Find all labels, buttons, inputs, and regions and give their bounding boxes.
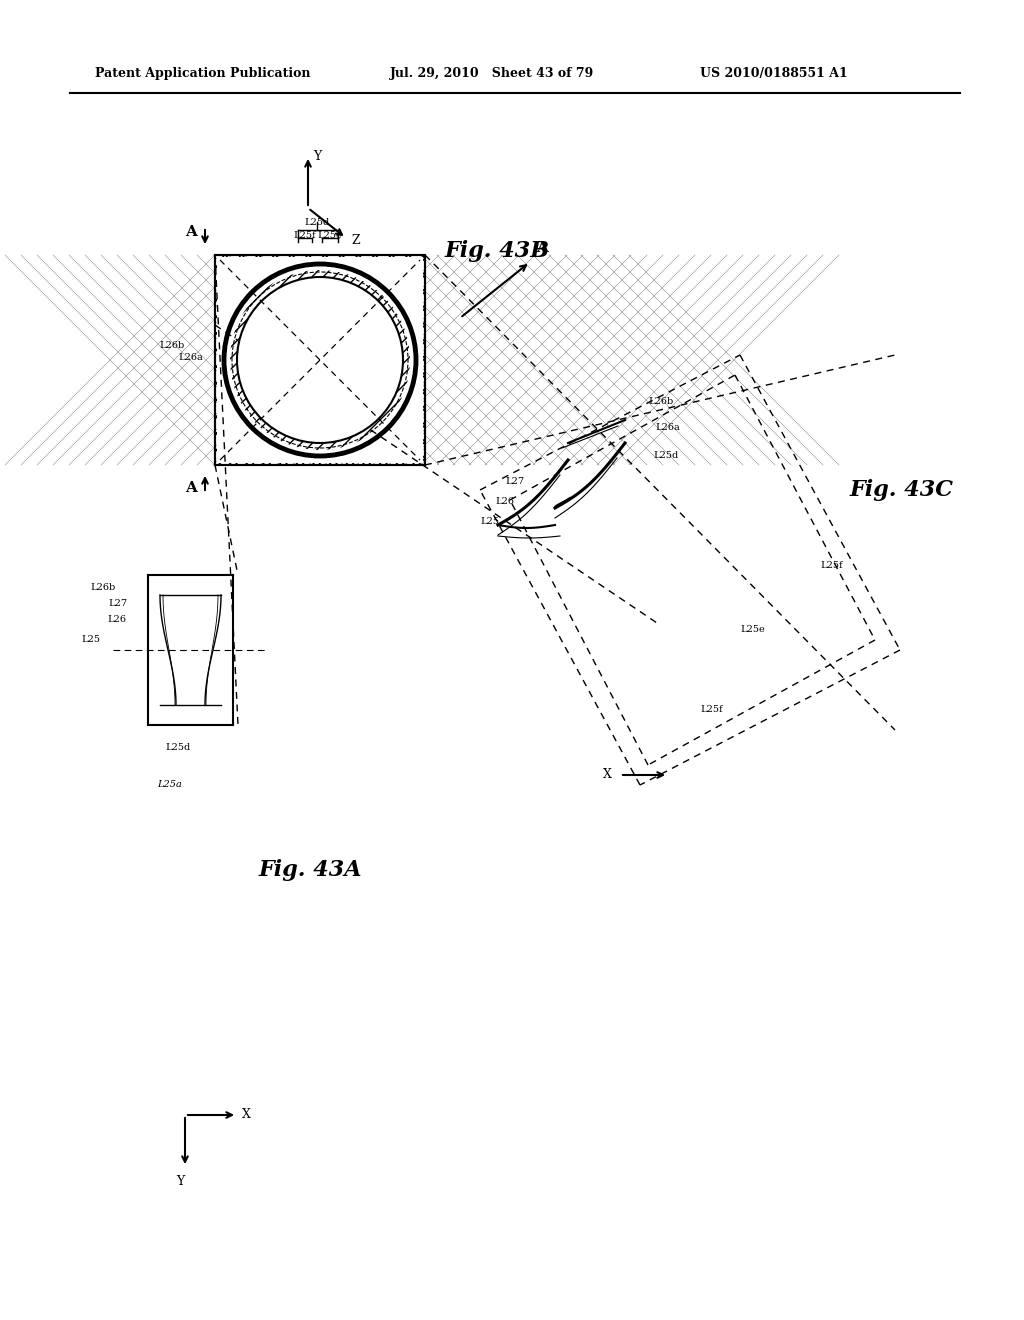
Text: L25e: L25e	[740, 626, 765, 635]
Circle shape	[237, 277, 403, 444]
Text: Fig. 43C: Fig. 43C	[850, 479, 954, 502]
Text: L26: L26	[106, 615, 126, 624]
Text: A: A	[185, 224, 197, 239]
Text: L25f: L25f	[820, 561, 843, 569]
Text: L26b: L26b	[91, 582, 116, 591]
Text: L26b: L26b	[160, 342, 185, 351]
Bar	[215, 255, 425, 465]
Text: Fig. 43A: Fig. 43A	[258, 859, 361, 880]
Text: L25f: L25f	[700, 705, 723, 714]
Text: L26: L26	[495, 498, 514, 507]
Text: L25: L25	[81, 635, 100, 644]
Text: Patent Application Publication: Patent Application Publication	[95, 66, 310, 79]
Text: Jul. 29, 2010   Sheet 43 of 79: Jul. 29, 2010 Sheet 43 of 79	[390, 66, 594, 79]
Text: L25a: L25a	[158, 780, 182, 789]
Text: X: X	[242, 1109, 251, 1122]
Text: L25f: L25f	[294, 231, 316, 240]
Text: L27: L27	[109, 598, 128, 607]
Bar	[217, 257, 423, 463]
Text: A: A	[536, 242, 548, 255]
Text: A: A	[185, 480, 197, 495]
Text: Y: Y	[313, 150, 322, 162]
Text: X: X	[603, 768, 612, 781]
Text: L25d: L25d	[165, 743, 190, 752]
Bar	[215, 255, 425, 465]
Text: L25d: L25d	[653, 450, 678, 459]
Text: L26b: L26b	[648, 397, 673, 407]
Text: L26a: L26a	[655, 424, 680, 433]
Text: L25d: L25d	[304, 218, 330, 227]
Text: L25: L25	[480, 517, 499, 527]
Text: US 2010/0188551 A1: US 2010/0188551 A1	[700, 66, 848, 79]
Text: Z: Z	[351, 235, 359, 248]
Text: L27: L27	[505, 478, 524, 487]
Text: L25e: L25e	[317, 231, 342, 240]
Text: Fig. 43B: Fig. 43B	[445, 240, 550, 261]
Text: Y: Y	[176, 1175, 184, 1188]
Text: L26a: L26a	[178, 354, 203, 363]
Circle shape	[234, 275, 406, 445]
